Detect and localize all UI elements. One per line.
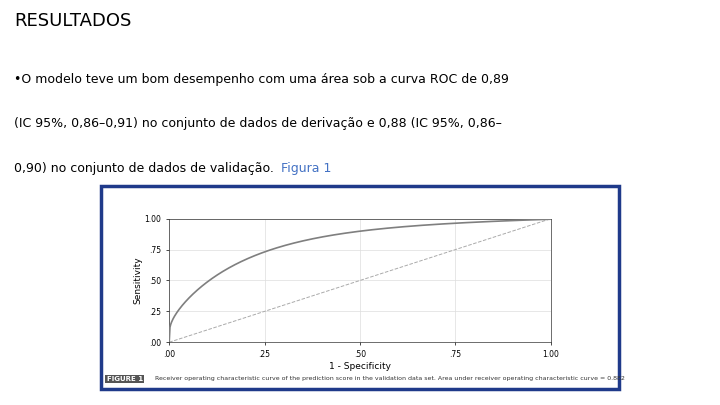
Text: FIGURE 1: FIGURE 1 bbox=[107, 376, 143, 382]
Y-axis label: Sensitivity: Sensitivity bbox=[133, 257, 142, 304]
Text: Figura 1: Figura 1 bbox=[281, 162, 331, 175]
Text: RESULTADOS: RESULTADOS bbox=[14, 12, 132, 30]
FancyBboxPatch shape bbox=[101, 186, 619, 389]
Text: (IC 95%, 0,86–0,91) no conjunto de dados de derivação e 0,88 (IC 95%, 0,86–: (IC 95%, 0,86–0,91) no conjunto de dados… bbox=[14, 117, 503, 130]
Text: 0,90) no conjunto de dados de validação.: 0,90) no conjunto de dados de validação. bbox=[14, 162, 278, 175]
Text: •O modelo teve um bom desempenho com uma área sob a curva ROC de 0,89: •O modelo teve um bom desempenho com uma… bbox=[14, 73, 509, 86]
X-axis label: 1 - Specificity: 1 - Specificity bbox=[329, 362, 391, 371]
Text: Receiver operating characteristic curve of the prediction score in the validatio: Receiver operating characteristic curve … bbox=[155, 376, 625, 381]
